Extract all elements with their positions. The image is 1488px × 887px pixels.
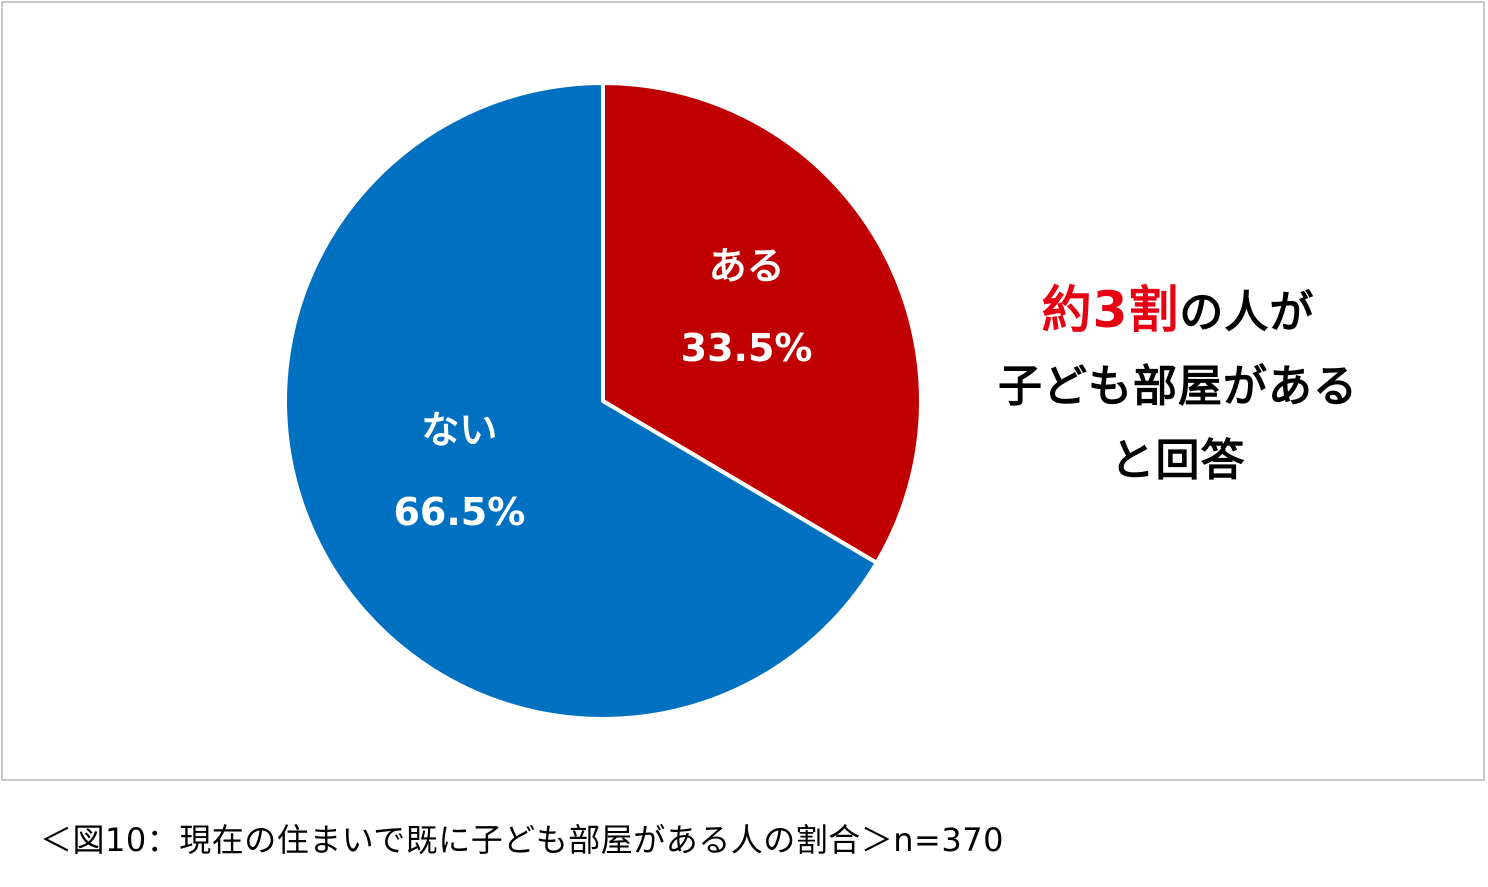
callout-line-2: 子ども部屋がある bbox=[998, 361, 1358, 412]
slice-value-label: 66.5% bbox=[393, 490, 525, 534]
chart-frame: ある 33.5% ない 66.5% 約3割の人が 子ども部屋がある と回答 bbox=[1, 1, 1485, 781]
slice-category-label: ない bbox=[421, 408, 497, 452]
callout-line-1-rest: の人が bbox=[1179, 287, 1315, 338]
pie-slices bbox=[283, 81, 923, 721]
pie-labels: ある 33.5% ない 66.5% bbox=[393, 244, 812, 534]
figure-caption: ＜図10：現在の住まいで既に子ども部屋がある人の割合＞n=370 bbox=[40, 821, 1004, 859]
pie-slice-aru bbox=[601, 81, 923, 565]
pie-chart: ある 33.5% ない 66.5% bbox=[283, 81, 923, 721]
summary-callout: 約3割の人が 子ども部屋がある と回答 bbox=[968, 273, 1388, 498]
callout-line-3: と回答 bbox=[1110, 435, 1246, 486]
slice-value-label: 33.5% bbox=[681, 326, 813, 370]
callout-line-1: 約3割の人が bbox=[968, 273, 1388, 350]
slice-category-label: ある bbox=[709, 244, 785, 288]
callout-highlight: 約3割 bbox=[1041, 281, 1180, 339]
pie-slice-nai bbox=[283, 81, 879, 721]
